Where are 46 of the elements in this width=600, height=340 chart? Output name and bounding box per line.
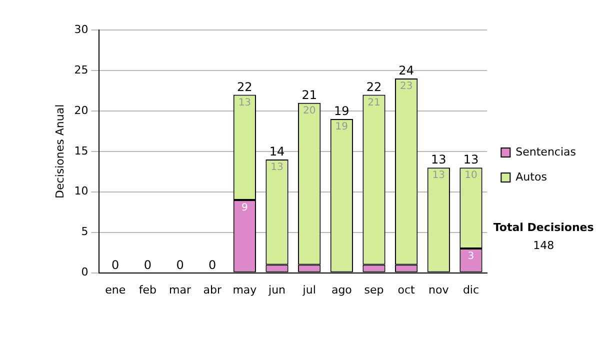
- data-label: 23: [400, 81, 413, 92]
- total-label: 0: [112, 258, 120, 272]
- y-tick-label: 15: [74, 144, 88, 158]
- data-label: 9: [241, 202, 248, 214]
- x-tick-label: oct: [398, 283, 416, 296]
- data-label: 20: [302, 105, 316, 116]
- legend-label: Autos: [516, 170, 548, 184]
- data-label: 13: [270, 162, 284, 174]
- y-tick-label: 0: [81, 266, 88, 279]
- x-tick-label: dic: [462, 283, 480, 296]
- data-label: 10: [464, 170, 478, 182]
- total-label: 13: [463, 152, 479, 167]
- x-tick-label: jun: [268, 283, 286, 296]
- total-label: 21: [302, 88, 317, 102]
- total-label: 22: [366, 80, 382, 94]
- data-label: 13: [432, 170, 446, 182]
- x-tick-label: ago: [331, 283, 352, 296]
- y-tick-label: 30: [74, 22, 88, 36]
- x-tick-label: mar: [169, 283, 192, 296]
- data-label: 21: [368, 97, 380, 108]
- y-axis-title: Decisiones Anual: [53, 104, 66, 198]
- total-label: 19: [334, 104, 350, 118]
- y-tick-label: 20: [74, 104, 88, 117]
- total-label: 0: [176, 258, 184, 272]
- y-tick-label: 10: [74, 184, 88, 198]
- y-tick-label: 5: [81, 225, 88, 238]
- total-label: 0: [208, 258, 216, 272]
- x-tick-label: ene: [105, 283, 126, 296]
- legend-label: Sentencias: [516, 145, 576, 158]
- text: Total Decisiones: [493, 220, 594, 234]
- data-label: 3: [468, 251, 474, 262]
- total-label: 22: [237, 80, 252, 94]
- data-label: 19: [335, 122, 348, 133]
- x-tick-label: nov: [428, 283, 450, 296]
- total-label: 24: [398, 64, 414, 78]
- x-tick-label: may: [232, 283, 258, 296]
- text: 148: [533, 238, 554, 252]
- data-label: 13: [238, 97, 252, 108]
- total-label: 14: [269, 144, 285, 159]
- x-tick-label: sep: [364, 283, 384, 296]
- x-tick-label: abr: [203, 283, 222, 296]
- total-label: 0: [144, 258, 152, 272]
- total-label: 13: [431, 152, 446, 167]
- x-tick-label: feb: [138, 283, 157, 296]
- y-tick-label: 25: [74, 63, 88, 76]
- x-tick-label: jul: [302, 283, 316, 296]
